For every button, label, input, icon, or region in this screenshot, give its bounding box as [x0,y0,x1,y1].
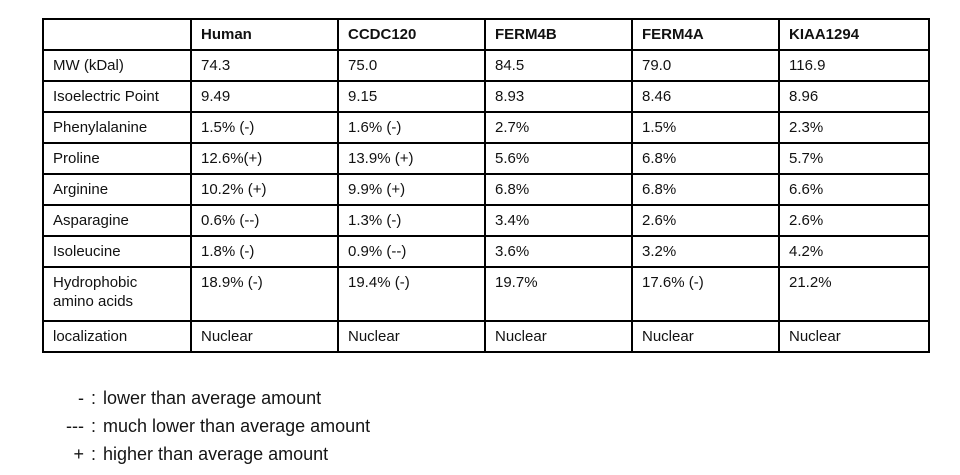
table-cell: 5.7% [778,142,930,175]
legend-separator: : [91,416,97,436]
table-cell: 1.5% [631,111,780,144]
table-cell: 79.0 [631,49,780,82]
table-cell: Nuclear [631,320,780,353]
table-cell: 6.8% [631,142,780,175]
protein-comparison-table: Human CCDC120 FERM4B FERM4A KIAA1294 MW … [42,18,930,353]
table-cell: 84.5 [484,49,633,82]
table-cell: Nuclear [190,320,339,353]
column-header-ferm4b: FERM4B [484,18,633,51]
table-cell: 2.6% [631,204,780,237]
table-cell: 2.3% [778,111,930,144]
row-label: Isoelectric Point [42,80,192,113]
legend: -: lower than average amount ---: much low… [46,384,370,468]
table-header: Human CCDC120 FERM4B FERM4A KIAA1294 [42,18,930,51]
table-cell: 0.6% (--) [190,204,339,237]
row-label: Isoleucine [42,235,192,268]
column-header-ccdc120: CCDC120 [337,18,486,51]
table-cell: 3.4% [484,204,633,237]
table-cell: 9.9% (+) [337,173,486,206]
table-row-phenylalanine: Phenylalanine 1.5% (-) 1.6% (-) 2.7% 1.5… [42,111,930,144]
column-header-human: Human [190,18,339,51]
row-label: Hydrophobic amino acids [42,266,192,322]
table-cell: 1.6% (-) [337,111,486,144]
row-label: Phenylalanine [42,111,192,144]
row-label: Proline [42,142,192,175]
table-cell: 1.8% (-) [190,235,339,268]
table-cell: 19.7% [484,266,633,322]
column-header-kiaa1294: KIAA1294 [778,18,930,51]
table-row-asparagine: Asparagine 0.6% (--) 1.3% (-) 3.4% 2.6% … [42,204,930,237]
triple-dash-symbol: --- [66,416,84,436]
table-cell: Nuclear [484,320,633,353]
table-cell: 8.93 [484,80,633,113]
table-row-localization: localization Nuclear Nuclear Nuclear Nuc… [42,320,930,353]
row-label: Asparagine [42,204,192,237]
table-cell: 1.5% (-) [190,111,339,144]
row-label: Arginine [42,173,192,206]
table-cell: 13.9% (+) [337,142,486,175]
table-cell: 17.6% (-) [631,266,780,322]
table-cell: 21.2% [778,266,930,322]
legend-item-much-lower: ---: much lower than average amount [46,412,370,440]
table-cell: Nuclear [778,320,930,353]
legend-item-lower: -: lower than average amount [46,384,370,412]
table-cell: 9.49 [190,80,339,113]
table-cell: 19.4% (-) [337,266,486,322]
table-row-hydrophobic-amino-acids: Hydrophobic amino acids 18.9% (-) 19.4% … [42,266,930,322]
table-body: MW (kDal) 74.3 75.0 84.5 79.0 116.9 Isoe… [42,49,930,353]
table-cell: 116.9 [778,49,930,82]
row-label: MW (kDal) [42,49,192,82]
table-cell: 8.96 [778,80,930,113]
table-cell: 6.8% [631,173,780,206]
table-cell: 75.0 [337,49,486,82]
table-row-proline: Proline 12.6%(+) 13.9% (+) 5.6% 6.8% 5.7… [42,142,930,175]
table-cell: 8.46 [631,80,780,113]
table-cell: 5.6% [484,142,633,175]
table-row-arginine: Arginine 10.2% (+) 9.9% (+) 6.8% 6.8% 6.… [42,173,930,206]
header-row: Human CCDC120 FERM4B FERM4A KIAA1294 [42,18,930,51]
legend-text: lower than average amount [103,388,322,408]
table-cell: 10.2% (+) [190,173,339,206]
table-cell: 4.2% [778,235,930,268]
minus-symbol: - [78,388,84,408]
table-cell: 12.6%(+) [190,142,339,175]
table-row-mw: MW (kDal) 74.3 75.0 84.5 79.0 116.9 [42,49,930,82]
table-row-isoelectric-point: Isoelectric Point 9.49 9.15 8.93 8.46 8.… [42,80,930,113]
legend-text: higher than average amount [103,444,329,464]
corner-cell [42,18,192,51]
table-cell: 6.8% [484,173,633,206]
legend-separator: : [91,444,97,464]
table-cell: 74.3 [190,49,339,82]
table-cell: 3.2% [631,235,780,268]
row-label: localization [42,320,192,353]
table-cell: 0.9% (--) [337,235,486,268]
column-header-ferm4a: FERM4A [631,18,780,51]
legend-text: much lower than average amount [103,416,371,436]
table-cell: 1.3% (-) [337,204,486,237]
table-cell: 2.7% [484,111,633,144]
table-cell: 3.6% [484,235,633,268]
table-cell: 2.6% [778,204,930,237]
table-cell: Nuclear [337,320,486,353]
table-cell: 9.15 [337,80,486,113]
table-row-isoleucine: Isoleucine 1.8% (-) 0.9% (--) 3.6% 3.2% … [42,235,930,268]
legend-separator: : [91,388,97,408]
legend-item-higher: +: higher than average amount [46,440,370,468]
table-cell: 18.9% (-) [190,266,339,322]
plus-symbol: + [73,444,84,464]
table-cell: 6.6% [778,173,930,206]
